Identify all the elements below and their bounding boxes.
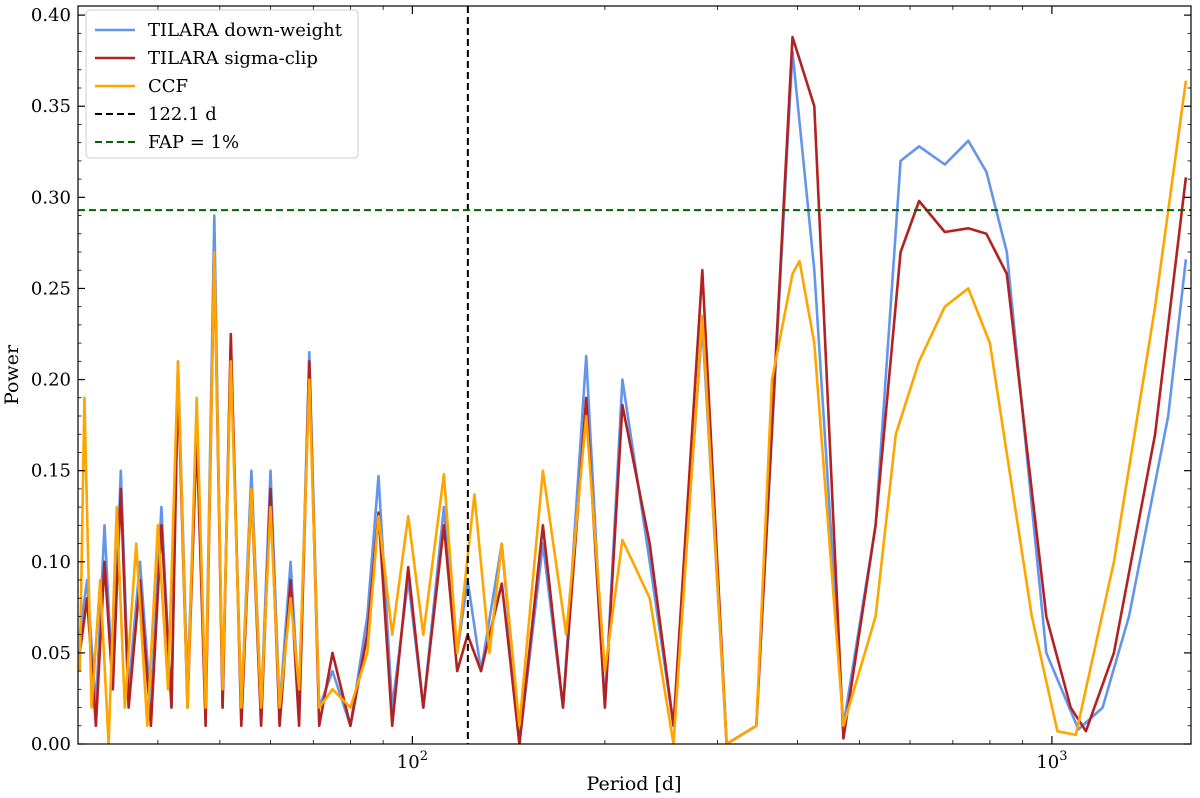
y-tick-label: 0.00 [31, 734, 71, 755]
y-axis-label: Power [1, 344, 23, 405]
legend: TILARA down-weight TILARA sigma-clip CCF 12… [85, 9, 359, 159]
x-tick-label: 102 [397, 749, 428, 773]
x-tick-label: 103 [1036, 749, 1067, 773]
legend-label: TILARA down-weight [148, 20, 343, 41]
y-tick-label: 0.40 [31, 5, 71, 26]
legend-box [85, 9, 359, 159]
x-axis-label: Period [d] [587, 773, 682, 795]
y-tick-label: 0.35 [31, 96, 71, 117]
y-tick-label: 0.10 [31, 552, 71, 573]
y-tick-label: 0.25 [31, 278, 71, 299]
series-line-2 [78, 80, 1188, 744]
legend-label: 122.1 d [148, 104, 217, 125]
y-tick-label: 0.20 [31, 370, 71, 391]
y-tick-label: 0.30 [31, 187, 71, 208]
legend-label: CCF [148, 76, 188, 97]
plot-frame [77, 5, 1192, 745]
legend-label: FAP = 1% [148, 132, 239, 153]
y-tick-label: 0.05 [31, 643, 71, 664]
y-tick-label: 0.15 [31, 461, 71, 482]
legend-label: TILARA sigma-clip [148, 48, 318, 69]
